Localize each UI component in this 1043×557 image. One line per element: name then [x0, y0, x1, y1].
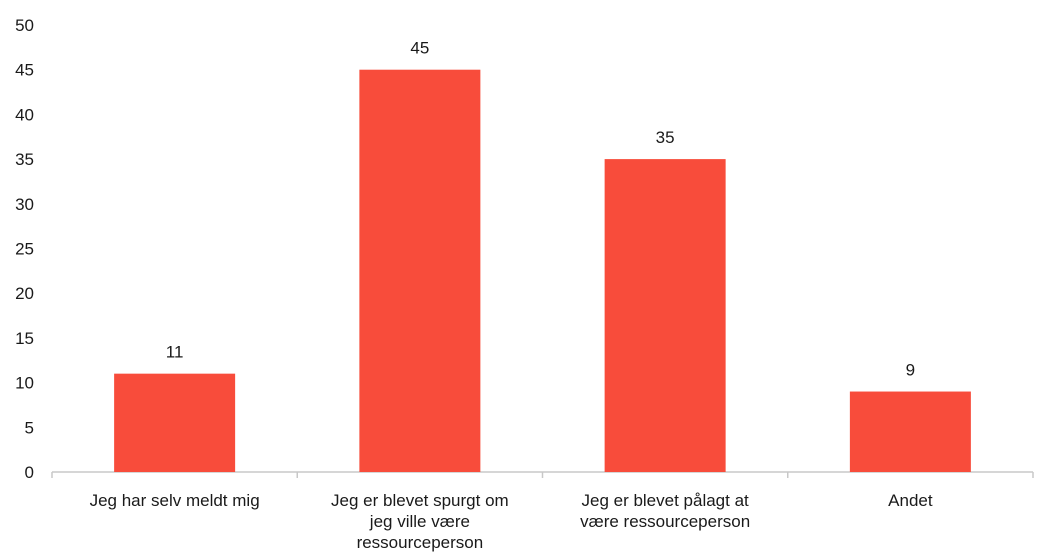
y-tick-label: 40	[15, 105, 34, 124]
y-tick-label: 15	[15, 329, 34, 348]
x-axis	[51, 471, 1034, 478]
y-tick-label: 25	[15, 240, 34, 259]
y-tick-label: 50	[15, 16, 34, 35]
data-label: 11	[166, 343, 184, 362]
y-tick-label: 10	[15, 374, 34, 393]
bars	[114, 69, 971, 472]
y-tick-label: 5	[25, 418, 34, 437]
data-label: 35	[656, 128, 675, 147]
y-tick-label: 35	[15, 150, 34, 169]
bar	[359, 69, 481, 472]
y-tick-label: 45	[15, 61, 34, 80]
data-labels: 11 45 35 9	[166, 39, 915, 380]
data-label: 45	[410, 39, 429, 58]
bar	[604, 159, 726, 472]
y-axis-tick-labels: 0 5 10 15 20 25 30 35 40 45 50	[15, 16, 34, 482]
category-label: Andet	[888, 491, 933, 510]
category-label: Jeg har selv meldt mig	[90, 491, 260, 510]
category-labels: Jeg har selv meldt mig Jeg er blevet spur…	[90, 491, 933, 552]
bar	[849, 391, 971, 472]
category-label: Jeg er blevet pålagt at være ressourceper…	[580, 491, 750, 531]
y-tick-label: 0	[25, 463, 34, 482]
category-label: Jeg er blevet spurgt om jeg ville være res…	[331, 491, 509, 552]
y-tick-label: 30	[15, 195, 34, 214]
bar	[114, 373, 236, 472]
y-tick-label: 20	[15, 284, 34, 303]
data-label: 9	[906, 361, 915, 380]
